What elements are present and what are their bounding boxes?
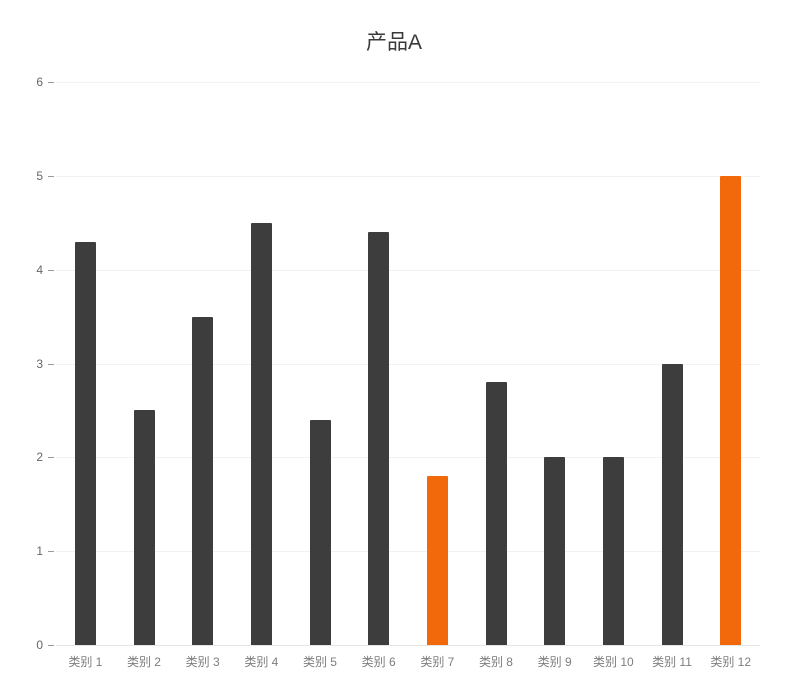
gridline — [56, 175, 760, 177]
y-axis-tick — [48, 645, 54, 646]
gridline — [56, 269, 760, 271]
y-axis-tick — [48, 82, 54, 83]
bar-1 — [74, 241, 96, 645]
x-tick-label: 类别 4 — [244, 655, 279, 669]
x-tick-label: 类别 2 — [126, 655, 161, 669]
x-tick-label: 类别 11 — [652, 655, 692, 669]
bar-6 — [368, 232, 390, 645]
bar-10 — [602, 457, 624, 645]
gridline — [56, 457, 760, 459]
x-tick-label: 类别 10 — [592, 655, 634, 669]
y-tick-label: 4 — [36, 262, 43, 277]
bar-5 — [309, 419, 331, 645]
bar-3 — [192, 316, 214, 645]
bar-11 — [661, 363, 683, 645]
bar-8 — [485, 382, 507, 645]
gridline — [56, 82, 760, 83]
bar-7 — [426, 476, 448, 645]
y-axis-tick — [48, 457, 54, 459]
x-tick-label: 类别 6 — [361, 655, 396, 669]
y-tick-label: 6 — [36, 75, 43, 89]
chart-title: 产品A — [365, 31, 422, 54]
y-axis-tick — [48, 551, 54, 553]
y-axis-tick — [48, 269, 54, 271]
bar-12 — [720, 175, 742, 645]
y-axis-tick — [48, 175, 54, 177]
x-tick-label: 类别 12 — [710, 655, 751, 669]
y-axis-tick — [48, 363, 54, 365]
y-tick-label: 2 — [36, 450, 43, 465]
y-tick-label: 3 — [36, 356, 43, 371]
gridline — [56, 363, 760, 365]
y-tick-label: 1 — [36, 544, 43, 559]
gridline — [56, 551, 760, 553]
x-axis-line — [56, 645, 760, 646]
bar-9 — [544, 457, 566, 645]
bar-4 — [250, 222, 272, 645]
bar-2 — [133, 410, 155, 645]
y-tick-label: 0 — [36, 638, 43, 652]
y-tick-label: 5 — [36, 168, 43, 183]
x-tick-label: 类别 3 — [185, 655, 220, 669]
x-tick-label: 类别 1 — [68, 655, 103, 669]
x-tick-label: 类别 9 — [537, 655, 572, 669]
x-tick-label: 类别 8 — [478, 655, 513, 669]
x-tick-label: 类别 7 — [420, 655, 455, 669]
x-tick-label: 类别 5 — [302, 655, 337, 669]
plot-area: 0 1 2 3 4 5 6 类别 1 类别 2 类别 3 类别 4 类别 5 类别 6 类别 7 类别 8 类… — [36, 75, 760, 669]
